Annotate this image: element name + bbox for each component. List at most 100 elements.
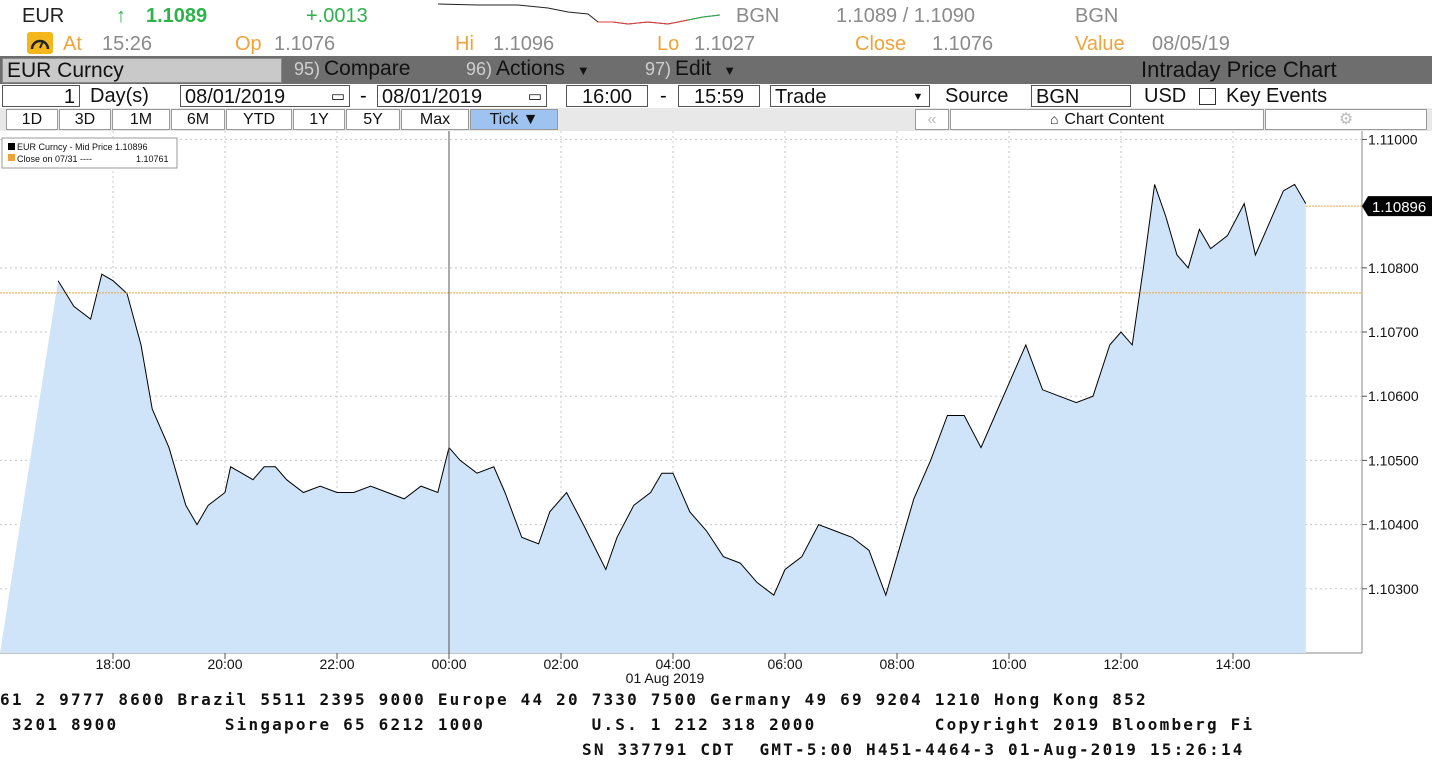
legend-close-value: 1.10761 — [136, 154, 169, 164]
x-tick-label: 18:00 — [95, 656, 130, 672]
edit-num: 97) — [645, 59, 672, 79]
key-events-checkbox[interactable] — [1199, 88, 1216, 105]
range-5y-button[interactable]: 5Y — [346, 109, 400, 130]
range-max-button[interactable]: Max — [401, 109, 469, 130]
chart-title: Intraday Price Chart — [1141, 57, 1337, 82]
range-1m-button[interactable]: 1M — [112, 109, 170, 130]
at-value: 15:26 — [102, 33, 153, 55]
chart-content-label: Chart Content — [1064, 111, 1165, 128]
footer-session: SN 337791 CDT GMT-5:00 H451-4464-3 01-Au… — [582, 740, 1245, 759]
high-label: Hi — [455, 33, 474, 55]
sparkline-red — [598, 19, 689, 25]
footer-contacts-1: 61 2 9777 8600 Brazil 5511 2395 9000 Eur… — [0, 690, 1148, 709]
range-1d-button[interactable]: 1D — [6, 109, 58, 130]
x-tick-label: 20:00 — [207, 656, 242, 672]
high-value: 1.1096 — [493, 33, 555, 55]
compare-button[interactable]: 95) Compare — [290, 57, 452, 83]
end-time-input[interactable]: 15:59 — [678, 85, 760, 108]
range-tick-button[interactable]: Tick ▼ — [470, 109, 558, 130]
range-6m-button[interactable]: 6M — [171, 109, 225, 130]
y-tick-label: 1.10600 — [1368, 388, 1419, 404]
edit-button[interactable]: 97) Edit ▼ — [641, 57, 765, 83]
chart-legend: EUR Curncy - Mid Price 1.10896 Close on … — [1, 137, 178, 169]
legend-close-swatch — [8, 154, 15, 161]
x-tick-label: 00:00 — [431, 656, 466, 672]
net-change: +.0013 — [306, 5, 368, 27]
open-value: 1.1076 — [274, 33, 336, 55]
start-date-value: 08/01/2019 — [185, 86, 286, 108]
collapse-left-icon[interactable]: « — [915, 109, 949, 130]
last-price-tag-text: 1.10896 — [1372, 199, 1426, 216]
last-price: 1.1089 — [146, 5, 208, 27]
start-time-input[interactable]: 16:00 — [566, 85, 648, 108]
y-tick-label: 1.10800 — [1368, 260, 1419, 276]
x-tick-label: 22:00 — [319, 656, 354, 672]
x-tick-label: 12:00 — [1103, 656, 1138, 672]
price-line — [57, 183, 1307, 597]
currency-label: USD — [1144, 85, 1187, 107]
legend-close-text: Close on 07/31 ---- — [17, 154, 92, 164]
y-axis: 1.11000 1.10800 1.10700 1.10600 1.10500 1.104… — [1362, 131, 1419, 597]
edit-label: Edit — [675, 57, 712, 80]
field-select[interactable]: Trade ▼ — [770, 85, 930, 108]
value-date: 08/05/19 — [1152, 33, 1230, 55]
legend-series-swatch — [8, 143, 15, 150]
calendar-icon[interactable]: ▭ — [330, 88, 345, 105]
period-unit[interactable]: Day(s) — [90, 85, 149, 107]
x-tick-label: 04:00 — [655, 656, 690, 672]
ticker-symbol: EUR — [22, 5, 65, 27]
y-tick-label: 1.10500 — [1368, 452, 1419, 468]
open-label: Op — [235, 33, 262, 55]
actions-label: Actions — [496, 57, 565, 80]
close-label: Close — [855, 33, 907, 55]
sparkline — [438, 3, 720, 25]
date-separator: - — [360, 85, 367, 107]
period-count-input[interactable]: 1 — [2, 85, 80, 108]
legend-box — [1, 137, 178, 169]
edit-dropdown-icon: ▼ — [723, 63, 737, 78]
source-label-1: BGN — [736, 5, 780, 27]
x-axis: 18:00 20:00 22:00 00:00 02:00 04:00 06:00 08:00… — [95, 653, 1251, 686]
price-chart[interactable]: 1.11000 1.10800 1.10700 1.10600 1.10500 1.104… — [0, 131, 1432, 691]
calendar-icon[interactable]: ▭ — [527, 88, 542, 105]
actions-dropdown-icon: ▼ — [576, 63, 590, 78]
close-value: 1.1076 — [932, 33, 994, 55]
source-label: Source — [945, 85, 1009, 107]
y-tick-label: 1.11000 — [1368, 131, 1418, 147]
security-field[interactable]: EUR Curncy — [2, 58, 282, 83]
x-tick-label: 06:00 — [767, 656, 802, 672]
speedometer-icon[interactable] — [27, 32, 53, 54]
time-separator: - — [660, 85, 667, 107]
sparkline-green — [687, 14, 720, 21]
chart-content-button[interactable]: ⌂ Chart Content — [950, 109, 1264, 130]
end-date-value: 08/01/2019 — [382, 86, 483, 108]
last-price-tag: 1.10896 — [1362, 196, 1432, 217]
value-date-label: Value — [1075, 33, 1125, 55]
source-label-2: BGN — [1075, 5, 1119, 27]
source-input[interactable]: BGN — [1031, 85, 1131, 108]
compare-num: 95) — [294, 59, 321, 79]
up-arrow-icon: ↑ — [116, 5, 126, 27]
x-tick-label: 08:00 — [879, 656, 914, 672]
x-date-label: 01 Aug 2019 — [626, 670, 705, 686]
low-value: 1.1027 — [694, 33, 756, 55]
key-events-label: Key Events — [1226, 85, 1328, 107]
x-tick-label: 14:00 — [1215, 656, 1250, 672]
end-date-input[interactable]: 08/01/2019 ▭ — [377, 85, 547, 108]
actions-num: 96) — [466, 59, 493, 79]
start-date-input[interactable]: 08/01/2019 ▭ — [180, 85, 350, 108]
bid-ask: 1.1089 / 1.1090 — [836, 5, 976, 27]
range-ytd-button[interactable]: YTD — [226, 109, 292, 130]
compare-label: Compare — [324, 57, 411, 80]
y-tick-label: 1.10400 — [1368, 517, 1419, 533]
x-tick-label: 02:00 — [543, 656, 578, 672]
actions-button[interactable]: 96) Actions ▼ — [462, 57, 634, 83]
chart-icon: ⌂ — [1049, 111, 1059, 127]
gear-icon[interactable]: ⚙ — [1265, 109, 1427, 130]
price-area — [0, 184, 1306, 653]
range-1y-button[interactable]: 1Y — [293, 109, 345, 130]
x-tick-label: 10:00 — [991, 656, 1026, 672]
range-3d-button[interactable]: 3D — [59, 109, 111, 130]
legend-series-text: EUR Curncy - Mid Price 1.10896 — [17, 142, 148, 152]
y-tick-label: 1.10300 — [1368, 581, 1419, 597]
